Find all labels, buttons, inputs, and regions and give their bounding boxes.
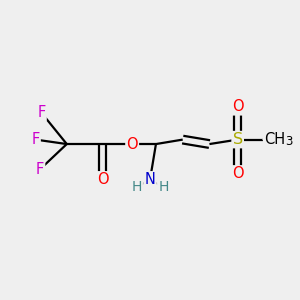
Text: N: N	[145, 172, 155, 187]
Text: H: H	[131, 180, 142, 194]
Text: 3: 3	[285, 135, 292, 148]
Text: S: S	[263, 139, 264, 140]
Text: O: O	[232, 166, 244, 181]
Text: S: S	[262, 139, 263, 140]
Text: F: F	[38, 105, 46, 120]
Text: O: O	[97, 172, 108, 187]
Text: S: S	[232, 132, 243, 147]
Text: O: O	[126, 136, 138, 152]
Text: F: F	[32, 132, 40, 147]
Text: CH: CH	[264, 132, 286, 147]
Text: F: F	[36, 162, 44, 177]
Text: O: O	[232, 99, 244, 114]
Text: H: H	[158, 180, 169, 194]
